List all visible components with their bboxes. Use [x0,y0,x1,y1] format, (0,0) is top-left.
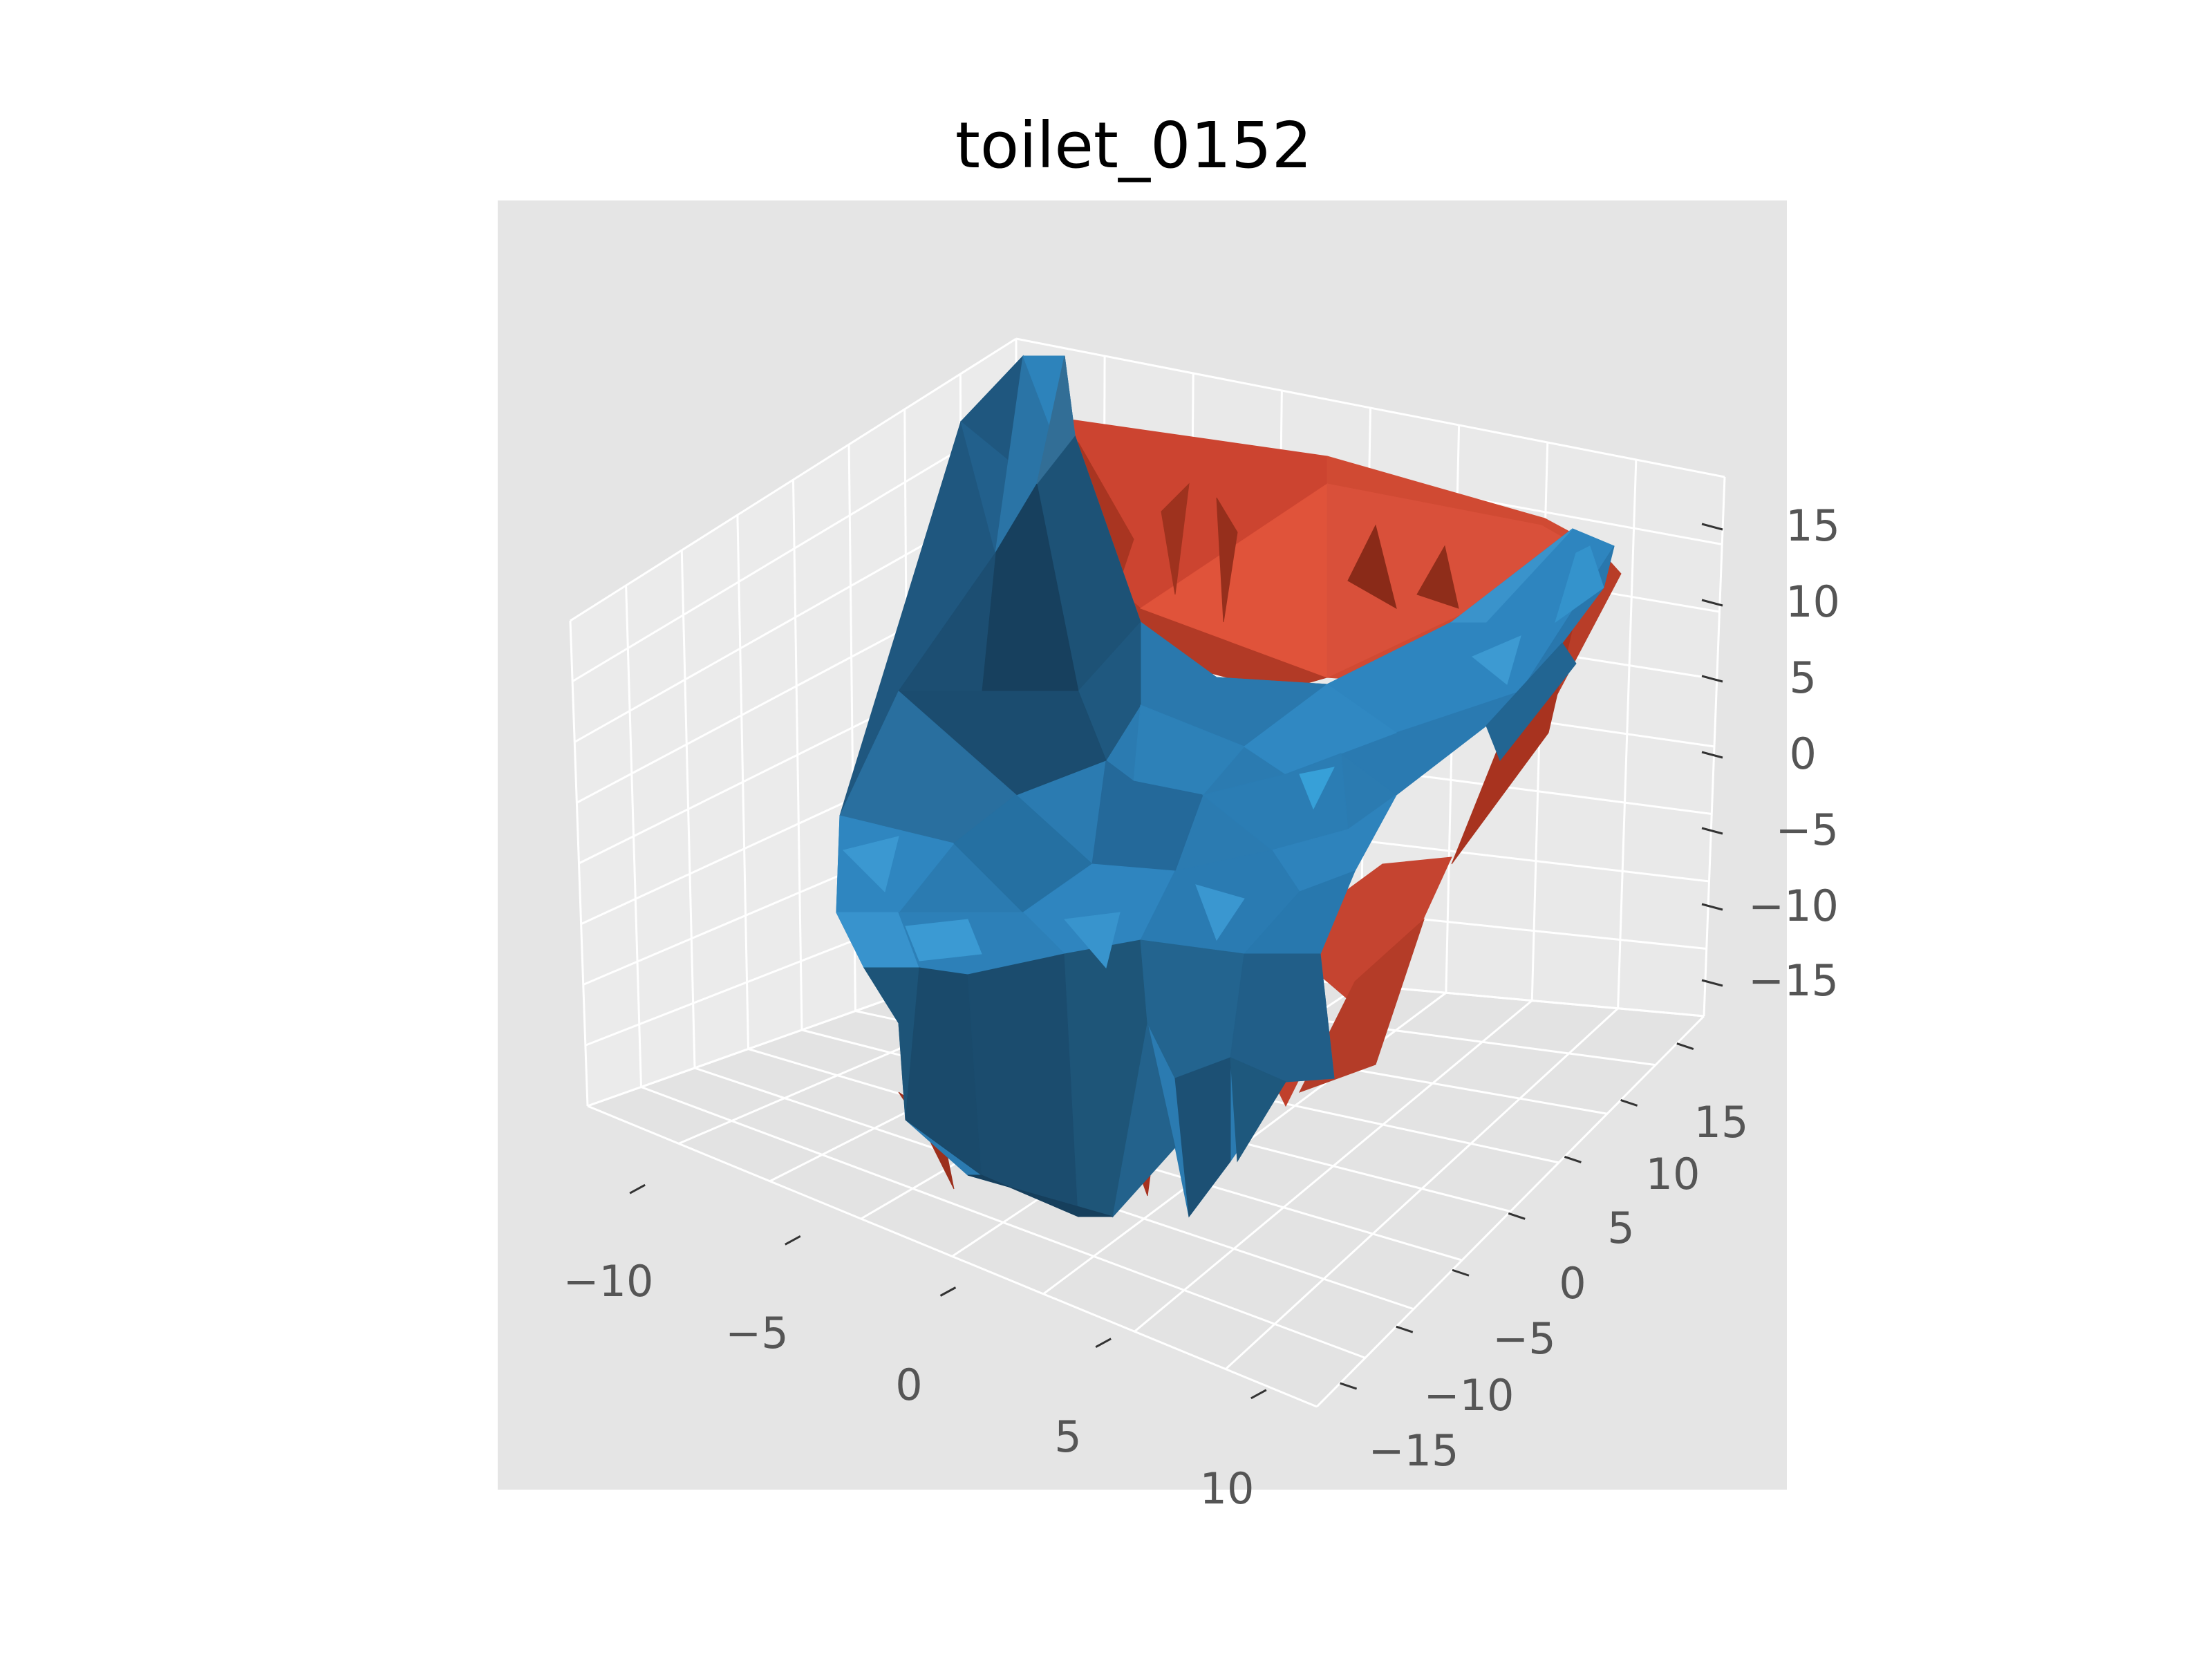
z-tick-label: 0 [1790,729,1817,779]
z-tick-label: 5 [1790,653,1817,703]
tick-mark [1620,1099,1638,1107]
red-facet [1161,482,1190,595]
tick-mark [1340,1382,1358,1390]
blue-facet [1472,635,1521,685]
x-tick-label: 0 [895,1360,922,1410]
x-tick-label: 10 [1200,1463,1255,1514]
grid-line [1617,459,1638,1009]
blue-facet [905,919,982,962]
tick-mark [1095,1338,1112,1348]
z-tick-label: −5 [1776,805,1839,855]
x-tick-labels: −10 −5 0 5 10 [563,1256,1255,1514]
y-tick-label: −5 [1492,1313,1555,1364]
x-tick-label: −10 [563,1256,654,1306]
axis-ticks [629,523,1723,1400]
z-tick-labels: −15 −10 −5 0 5 10 15 [1748,500,1840,1006]
blue-facet [1091,760,1203,872]
tick-mark [1701,979,1723,987]
tick-mark [1676,1042,1694,1050]
y-tick-label: −10 [1424,1370,1515,1421]
tick-mark [1564,1155,1582,1163]
blue-facet [1244,684,1398,775]
blue-facet [1230,1057,1286,1163]
y-tick-label: 5 [1607,1203,1634,1253]
blue-facet [1112,1022,1176,1218]
tick-mark [1701,827,1723,835]
grid-line [1225,1007,1619,1370]
blue-facet [1299,767,1335,810]
z-tick-label: −15 [1748,955,1839,1006]
y-tick-label: 15 [1694,1097,1749,1147]
tick-mark [1701,523,1723,531]
tick-mark [1701,599,1723,607]
blue-facet [1174,1057,1231,1218]
tick-mark [1396,1325,1414,1333]
tick-mark [1701,751,1723,759]
blue-facet [1036,355,1076,485]
x-tick-label: −5 [725,1308,788,1358]
grid-line [1315,1015,1705,1408]
z-tick-label: 10 [1785,577,1840,627]
blue-facet [1195,884,1245,941]
red-facet [1347,524,1397,610]
y-tick-label: −15 [1369,1425,1459,1476]
tick-mark [1250,1389,1267,1400]
tick-mark [1452,1268,1470,1277]
blue-surface [836,355,1615,1218]
blue-facet [1485,642,1577,761]
z-tick-label: 15 [1785,500,1840,551]
red-facet [1216,497,1238,623]
tick-mark [1508,1212,1526,1220]
grid-line [1134,1000,1533,1333]
chart-title: toilet_0152 [955,109,1312,182]
blue-facet [1450,528,1573,623]
blue-facet [1230,953,1335,1082]
tick-mark [1701,903,1723,911]
x-tick-label: 5 [1054,1412,1081,1462]
blue-facet [1064,912,1121,969]
tick-mark [785,1235,801,1246]
tick-mark [1701,675,1723,683]
tick-mark [629,1183,646,1194]
blue-facet [1555,545,1604,624]
tick-mark [939,1286,957,1297]
red-facet [1278,856,1452,1024]
y-tick-labels: −15 −10 −5 0 5 10 15 [1369,1097,1749,1476]
red-facet [1416,545,1459,609]
blue-facet [843,836,899,892]
y-tick-label: 10 [1646,1149,1700,1199]
y-tick-label: 0 [1559,1258,1586,1309]
z-tick-label: −10 [1748,881,1839,931]
grid-line [1703,476,1726,1017]
